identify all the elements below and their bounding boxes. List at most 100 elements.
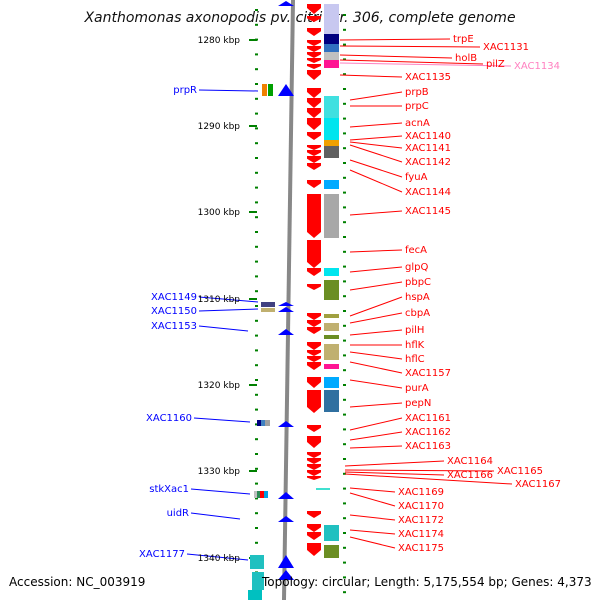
reverse-gene-arrow[interactable] bbox=[307, 156, 321, 163]
gene-label-stkxac1[interactable]: stkXac1 bbox=[149, 484, 189, 495]
reverse-gene-arrow[interactable] bbox=[307, 98, 321, 108]
reverse-gene-arrow[interactable] bbox=[307, 268, 321, 276]
reverse-gene-arrow[interactable] bbox=[307, 180, 321, 188]
reverse-gene-arrow[interactable] bbox=[307, 511, 321, 518]
forward-gene-arrow[interactable] bbox=[278, 329, 294, 335]
gene-label-xac1164[interactable]: XAC1164 bbox=[447, 456, 493, 467]
gene-label-xac1140[interactable]: XAC1140 bbox=[405, 131, 451, 142]
reverse-gene-arrow[interactable] bbox=[307, 327, 321, 334]
gene-label-hspa[interactable]: hspA bbox=[405, 292, 430, 303]
reverse-gene-arrow[interactable] bbox=[307, 4, 321, 14]
reverse-gene-arrow[interactable] bbox=[307, 52, 321, 58]
gene-label-hflk[interactable]: hflK bbox=[405, 340, 425, 351]
gene-label-xac1145[interactable]: XAC1145 bbox=[405, 206, 451, 217]
reverse-gene-arrow[interactable] bbox=[307, 46, 321, 52]
forward-gene-arrow[interactable] bbox=[278, 555, 294, 568]
reverse-gene-arrow[interactable] bbox=[307, 543, 321, 556]
gene-label-xac1169[interactable]: XAC1169 bbox=[398, 487, 444, 498]
reverse-gene-arrow[interactable] bbox=[307, 163, 321, 170]
reverse-gene-arrow[interactable] bbox=[307, 476, 321, 480]
reverse-gene-arrow[interactable] bbox=[307, 132, 321, 140]
gene-label-xac1165[interactable]: XAC1165 bbox=[497, 466, 543, 477]
gene-label-xac1160[interactable]: XAC1160 bbox=[146, 413, 192, 424]
reverse-gene-arrow[interactable] bbox=[307, 150, 321, 156]
reverse-gene-arrow[interactable] bbox=[307, 88, 321, 98]
gene-label-pilh[interactable]: pilH bbox=[405, 325, 424, 336]
gene-label-prpc[interactable]: prpC bbox=[405, 101, 429, 112]
gene-label-xac1153[interactable]: XAC1153 bbox=[151, 321, 197, 332]
gene-label-xac1177[interactable]: XAC1177 bbox=[139, 549, 185, 560]
reverse-gene-arrow[interactable] bbox=[307, 240, 321, 268]
reverse-gene-arrow[interactable] bbox=[307, 470, 321, 476]
gene-label-xac1174[interactable]: XAC1174 bbox=[398, 529, 444, 540]
reverse-gene-arrow[interactable] bbox=[307, 108, 321, 118]
gene-label-cbpa[interactable]: cbpA bbox=[405, 308, 430, 319]
gene-label-xac1166[interactable]: XAC1166 bbox=[447, 470, 493, 481]
forward-gene-arrow[interactable] bbox=[278, 302, 294, 306]
gene-label-prpb[interactable]: prpB bbox=[405, 87, 429, 98]
gene-label-fyua[interactable]: fyuA bbox=[405, 172, 428, 183]
gene-label-pilz[interactable]: pilZ bbox=[486, 59, 505, 70]
gene-label-xac1175[interactable]: XAC1175 bbox=[398, 543, 444, 554]
forward-gene-arrow[interactable] bbox=[278, 421, 294, 427]
gene-label-xac1149[interactable]: XAC1149 bbox=[151, 292, 197, 303]
reverse-gene-arrow[interactable] bbox=[307, 16, 321, 22]
forward-gene-arrow[interactable] bbox=[278, 307, 294, 312]
reverse-gene-arrow[interactable] bbox=[307, 284, 321, 290]
gene-label-xac1135[interactable]: XAC1135 bbox=[405, 72, 451, 83]
reverse-gene-arrow[interactable] bbox=[307, 313, 321, 320]
gene-label-xac1131[interactable]: XAC1131 bbox=[483, 42, 529, 53]
reverse-gene-arrow[interactable] bbox=[307, 58, 321, 63]
reverse-gene-arrow[interactable] bbox=[307, 194, 321, 238]
reverse-gene-arrow[interactable] bbox=[307, 320, 321, 327]
forward-gene-arrow[interactable] bbox=[278, 492, 294, 499]
reverse-gene-arrow[interactable] bbox=[307, 64, 321, 69]
reverse-gene-arrow[interactable] bbox=[307, 70, 321, 80]
gene-label-xac1172[interactable]: XAC1172 bbox=[398, 515, 444, 526]
gene-label-hflc[interactable]: hflC bbox=[405, 354, 425, 365]
gene-label-xac1157[interactable]: XAC1157 bbox=[405, 368, 451, 379]
gene-label-holb[interactable]: holB bbox=[455, 53, 477, 64]
gene-label-glpq[interactable]: glpQ bbox=[405, 262, 428, 273]
reverse-gene-arrow[interactable] bbox=[307, 342, 321, 350]
reverse-gene-arrow[interactable] bbox=[307, 458, 321, 464]
gene-label-uidr[interactable]: uidR bbox=[167, 508, 189, 519]
gene-label-xac1141[interactable]: XAC1141 bbox=[405, 143, 451, 154]
gene-label-pura[interactable]: purA bbox=[405, 383, 429, 394]
gene-label-xac1150[interactable]: XAC1150 bbox=[151, 306, 197, 317]
reverse-gene-arrow[interactable] bbox=[307, 145, 321, 150]
reverse-gene-arrow[interactable] bbox=[307, 118, 321, 130]
forward-gene-arrow[interactable] bbox=[278, 1, 294, 6]
gene-label-feca[interactable]: fecA bbox=[405, 245, 427, 256]
gene-label-xac1161[interactable]: XAC1161 bbox=[405, 413, 451, 424]
gene-label-pepn[interactable]: pepN bbox=[405, 398, 431, 409]
reverse-gene-arrow[interactable] bbox=[307, 532, 321, 540]
gene-label-trpe[interactable]: trpE bbox=[453, 34, 474, 45]
reverse-gene-arrow[interactable] bbox=[307, 362, 321, 370]
gene-label-acna[interactable]: acnA bbox=[405, 118, 430, 129]
gene-label-xac1163[interactable]: XAC1163 bbox=[405, 441, 451, 452]
forward-gene-arrow[interactable] bbox=[278, 570, 294, 580]
gene-label-xac1144[interactable]: XAC1144 bbox=[405, 187, 451, 198]
reverse-gene-arrow[interactable] bbox=[307, 356, 321, 362]
reverse-gene-arrow[interactable] bbox=[307, 40, 321, 46]
gene-label-prpr[interactable]: prpR bbox=[173, 85, 197, 96]
reverse-gene-arrow[interactable] bbox=[307, 377, 321, 388]
reverse-gene-arrow[interactable] bbox=[307, 452, 321, 458]
gene-label-xac1167[interactable]: XAC1167 bbox=[515, 479, 561, 490]
reverse-gene-arrow[interactable] bbox=[307, 28, 321, 36]
gene-label-xac1170[interactable]: XAC1170 bbox=[398, 501, 444, 512]
reverse-gene-arrow[interactable] bbox=[307, 350, 321, 356]
reverse-gene-arrow[interactable] bbox=[307, 390, 321, 413]
gene-label-xac1142[interactable]: XAC1142 bbox=[405, 157, 451, 168]
forward-gene-arrow[interactable] bbox=[278, 84, 294, 96]
reverse-gene-arrow[interactable] bbox=[307, 425, 321, 432]
reverse-gene-arrow[interactable] bbox=[307, 524, 321, 532]
forward-gene-arrow[interactable] bbox=[278, 516, 294, 522]
gene-label-pbpc[interactable]: pbpC bbox=[405, 277, 431, 288]
reverse-gene-arrow[interactable] bbox=[307, 436, 321, 448]
reverse-gene-arrow[interactable] bbox=[307, 464, 321, 470]
gene-label-xac1162[interactable]: XAC1162 bbox=[405, 427, 451, 438]
gene-label-xac1134[interactable]: XAC1134 bbox=[514, 61, 560, 72]
